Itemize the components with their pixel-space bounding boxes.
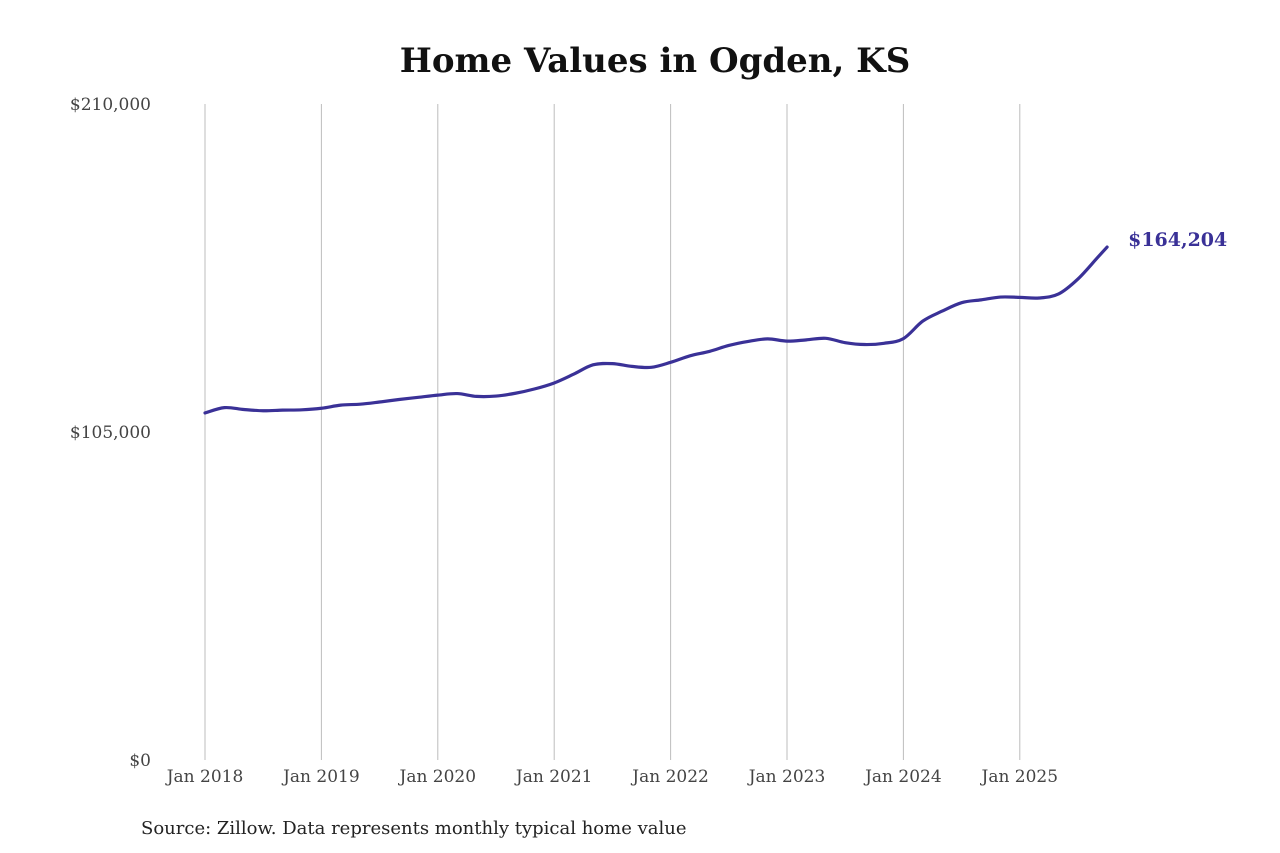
series-line-0 <box>203 245 1109 415</box>
data-point <box>630 365 633 368</box>
data-point <box>1018 296 1021 299</box>
data-point <box>1038 296 1041 299</box>
y-tick-label: $210,000 <box>70 95 151 115</box>
data-point <box>999 296 1002 299</box>
data-point <box>786 340 789 343</box>
y-tick-label: $105,000 <box>70 423 151 443</box>
data-point <box>339 404 342 407</box>
data-point <box>611 362 614 365</box>
x-tick-label: Jan 2021 <box>514 767 593 787</box>
chart-title: Home Values in Ogden, KS <box>400 41 911 81</box>
x-tick-label: Jan 2022 <box>630 767 709 787</box>
data-point <box>417 396 420 399</box>
data-point <box>844 341 847 344</box>
data-point <box>863 343 866 346</box>
data-point <box>475 395 478 398</box>
source-note: Source: Zillow. Data represents monthly … <box>141 818 687 839</box>
data-point <box>359 403 362 406</box>
data-point <box>320 407 323 410</box>
y-axis-tick-labels: $0 $105,000 $210,000 <box>70 95 151 771</box>
data-point <box>495 395 498 398</box>
data-point <box>398 398 401 401</box>
data-point <box>281 409 284 412</box>
data-point <box>553 381 556 384</box>
data-point <box>1057 292 1060 295</box>
data-point <box>1106 246 1109 249</box>
x-tick-label: Jan 2025 <box>980 767 1059 787</box>
data-point <box>1077 277 1080 280</box>
x-tick-label: Jan 2024 <box>863 767 942 787</box>
data-point <box>727 344 730 347</box>
data-point <box>436 394 439 397</box>
data-point <box>960 301 963 304</box>
gridlines <box>204 104 1021 760</box>
data-point <box>921 320 924 323</box>
data-point <box>941 310 944 313</box>
y-tick-label: $0 <box>129 751 151 771</box>
data-point <box>592 363 595 366</box>
data-point <box>533 387 536 390</box>
x-tick-label: Jan 2019 <box>281 767 360 787</box>
data-point <box>902 337 905 340</box>
data-point <box>223 406 226 409</box>
data-point <box>708 350 711 353</box>
data-point <box>456 392 459 395</box>
x-tick-label: Jan 2020 <box>398 767 477 787</box>
data-point <box>805 338 808 341</box>
data-point <box>650 366 653 369</box>
data-point <box>766 337 769 340</box>
data-point <box>980 298 983 301</box>
x-axis-tick-labels: Jan 2018 Jan 2019 Jan 2020 Jan 2021 Jan 2022… <box>165 767 1058 787</box>
series-layer <box>203 245 1109 415</box>
data-point <box>204 411 207 414</box>
data-point <box>747 340 750 343</box>
data-point <box>572 373 575 376</box>
data-point <box>262 409 265 412</box>
data-point <box>242 408 245 411</box>
data-point <box>378 401 381 404</box>
end-value-label: $164,204 <box>1128 229 1227 251</box>
data-point <box>669 361 672 364</box>
x-tick-label: Jan 2023 <box>747 767 826 787</box>
data-point <box>824 337 827 340</box>
data-point <box>1096 256 1099 259</box>
data-point <box>883 342 886 345</box>
data-point <box>514 392 517 395</box>
x-tick-label: Jan 2018 <box>165 767 244 787</box>
data-point <box>689 354 692 357</box>
data-point <box>301 408 304 411</box>
